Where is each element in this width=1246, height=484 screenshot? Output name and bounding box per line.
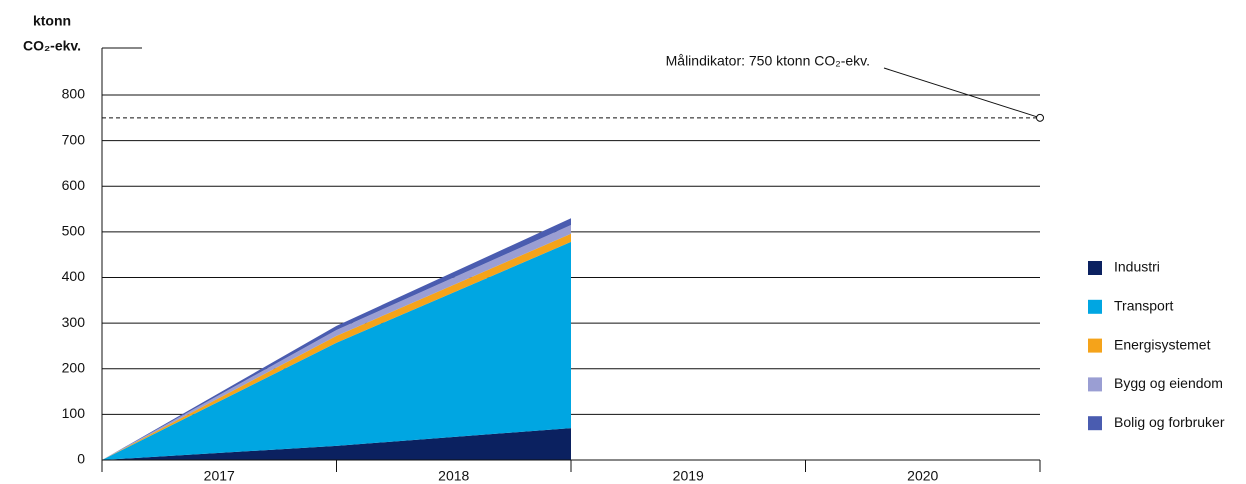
legend-swatch (1088, 261, 1102, 275)
y-axis-label: CO₂-ekv. (23, 38, 81, 54)
y-tick-label: 500 (62, 223, 86, 239)
y-tick-label: 200 (62, 359, 86, 375)
x-tick-label: 2019 (673, 468, 704, 484)
y-tick-label: 800 (62, 86, 86, 102)
legend-label: Bygg og eiendom (1114, 375, 1223, 391)
area (102, 428, 571, 460)
legend-label: Energisystemet (1114, 336, 1211, 352)
legend-swatch (1088, 299, 1102, 314)
x-tick-label: 2018 (438, 468, 469, 484)
annotation: Målindikator: 750 ktonn CO₂-ekv. (666, 53, 870, 69)
legend-swatch (1088, 338, 1102, 353)
y-tick-label: 700 (62, 131, 86, 147)
y-tick-label: 100 (62, 405, 86, 421)
area (102, 218, 571, 460)
x-tick-label: 2020 (907, 468, 938, 484)
legend-label: Bolig og forbruker (1114, 414, 1225, 430)
legend-label: Transport (1114, 298, 1174, 314)
annotation-pointer (883, 67, 1041, 119)
area (102, 225, 571, 460)
y-tick-label: 400 (62, 268, 86, 284)
y-tick-label: 600 (62, 177, 86, 193)
y-axis-label: ktonn (33, 13, 71, 29)
area (102, 233, 571, 460)
legend-swatch (1088, 377, 1102, 392)
x-tick-label: 2017 (204, 468, 235, 484)
target-marker (1036, 113, 1044, 122)
area (102, 241, 571, 460)
legend-label: Industri (1114, 259, 1160, 275)
y-tick-label: 0 (77, 451, 85, 467)
y-tick-label: 300 (62, 314, 86, 330)
legend-swatch (1088, 416, 1102, 431)
